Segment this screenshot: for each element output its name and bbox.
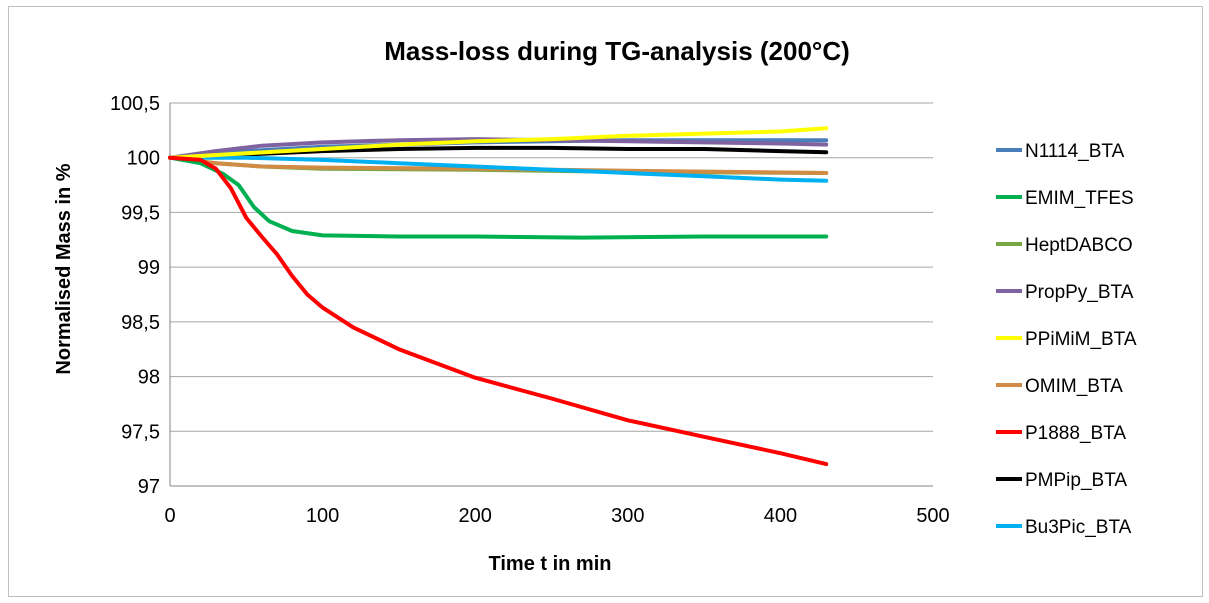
legend-entry: EMIM_TFES <box>1025 188 1134 209</box>
y-axis-title: Normalised Mass in % <box>53 163 75 374</box>
legend-entry: HeptDABCO <box>1025 235 1133 256</box>
legend-entry: PMPip_BTA <box>1025 470 1127 491</box>
legend-entry: N1114_BTA <box>1025 141 1125 162</box>
legend-entry: OMIM_BTA <box>1025 376 1123 397</box>
legend-entry: P1888_BTA <box>1025 423 1126 444</box>
series-line-bu3pic_bta <box>168 155 829 183</box>
y-tick-label: 98 <box>138 367 160 389</box>
series-line-proppy_bta <box>168 137 829 160</box>
legend: N1114_BTA EMIM_TFES HeptDABCO PropPy_BTA PPi… <box>996 141 1137 538</box>
legend-entry: Bu3Pic_BTA <box>1025 517 1132 538</box>
x-tick-labels: 0 100 200 300 400 500 <box>164 505 949 527</box>
x-tick-label: 500 <box>916 505 949 527</box>
x-axis-title: Time t in min <box>489 553 612 575</box>
chart-frame <box>8 6 1203 597</box>
y-tick-label: 100,5 <box>110 93 160 115</box>
series-line-p1888_bta <box>168 155 829 467</box>
x-tick-label: 0 <box>164 505 175 527</box>
series-line-omim_bta <box>168 155 829 175</box>
legend-entry: PropPy_BTA <box>1025 282 1134 303</box>
series-line-emim_tfes <box>168 155 829 240</box>
axes <box>169 103 933 487</box>
y-tick-label: 100 <box>127 148 160 170</box>
x-tick-label: 300 <box>611 505 644 527</box>
y-tick-label: 98,5 <box>121 312 160 334</box>
x-tick-label: 200 <box>459 505 492 527</box>
chart-title: Mass-loss during TG-analysis (200°C) <box>384 36 850 66</box>
x-tick-label: 100 <box>306 505 339 527</box>
y-tick-label: 99 <box>138 257 160 279</box>
y-tick-labels: 97 97,5 98 98,5 99 99,5 100 100,5 <box>110 93 160 498</box>
y-tick-label: 99,5 <box>121 202 160 224</box>
x-tick-label: 400 <box>764 505 797 527</box>
y-tick-label: 97 <box>138 476 160 498</box>
y-tick-label: 97,5 <box>121 421 160 443</box>
series-lines <box>168 126 829 467</box>
legend-entry: PPiMiM_BTA <box>1025 329 1137 350</box>
series-line-ppimim_bta <box>168 126 829 160</box>
